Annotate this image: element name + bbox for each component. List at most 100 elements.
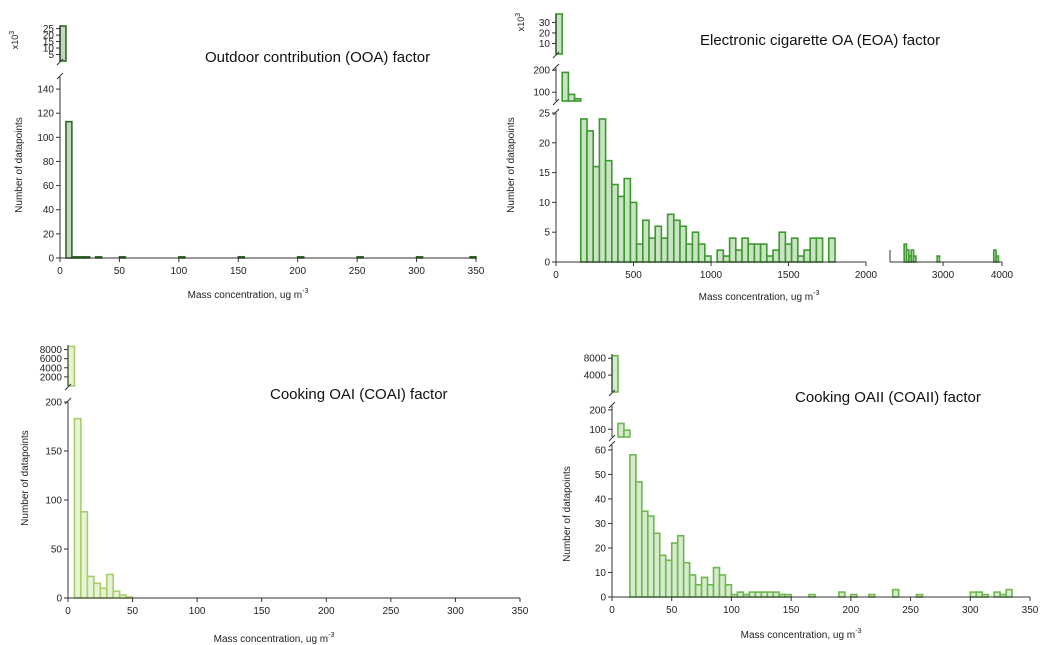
bar [80, 510, 89, 599]
y-tick-label: 5 [544, 228, 550, 239]
bar [641, 510, 649, 598]
y-tick-label: 0 [600, 593, 606, 604]
bar [555, 13, 563, 55]
bar-right [912, 255, 917, 263]
axis-break-mark [56, 58, 64, 66]
bar [598, 118, 607, 263]
bar [706, 583, 715, 598]
y-tick-label: 120 [37, 109, 54, 120]
y-tick-label: 200 [533, 66, 550, 77]
y-tick-label: 40 [595, 494, 607, 505]
x-tick-label: 0 [65, 606, 71, 617]
x-tick-label: 0 [553, 270, 559, 281]
y-tick-label: 25 [539, 109, 551, 120]
bar [682, 561, 691, 598]
x-tick-label: 1500 [777, 270, 800, 281]
y-tick-label: 5 [48, 50, 54, 61]
bar [679, 225, 687, 263]
bar [790, 237, 799, 263]
x-tick-label: 200 [289, 266, 306, 277]
y-axis-label: Number of datapoints [506, 117, 517, 213]
y-axis-label: Number of datapoints [14, 117, 25, 213]
bar [691, 231, 700, 263]
y-tick-label: 200 [45, 398, 62, 409]
scale-factor-label: x103 [515, 13, 526, 32]
x-tick-label: 2000 [855, 270, 878, 281]
bar [722, 255, 731, 263]
x-tick-label: 50 [127, 606, 139, 617]
y-tick-label: 2000 [40, 372, 63, 383]
y-tick-label: 100 [589, 425, 606, 436]
x-tick-label: 500 [625, 270, 642, 281]
bar [561, 71, 570, 102]
x-tick-label: 350 [1022, 605, 1039, 616]
bar [760, 591, 769, 598]
bar [93, 582, 102, 599]
bar [700, 576, 709, 598]
bar [586, 130, 594, 263]
x-tick-label: 300 [447, 606, 464, 617]
y-tick-label: 8000 [584, 354, 607, 365]
bar [617, 422, 625, 438]
x-tick-label: 1000 [700, 270, 723, 281]
bar [809, 237, 818, 263]
bar [623, 177, 632, 263]
y-tick-label: 15 [43, 37, 55, 48]
x-tick-label: 100 [189, 606, 206, 617]
y-tick-label: 30 [539, 18, 551, 29]
x-tick-label: 0 [609, 605, 615, 616]
bar [796, 255, 805, 263]
bar [65, 120, 73, 259]
bar [99, 587, 108, 599]
bar [641, 219, 650, 263]
x-tick-label: 100 [723, 605, 740, 616]
bar [728, 237, 737, 263]
y-tick-label: 20 [43, 229, 55, 240]
chart-title: Cooking OAII (COAII) factor [795, 389, 981, 406]
x-tick-label: 100 [171, 266, 188, 277]
x-tick-label: 0 [57, 266, 63, 277]
x-tick-label: 3000 [932, 270, 955, 281]
axis-break-mark [64, 397, 72, 405]
bar [611, 354, 619, 393]
bar [759, 243, 768, 263]
bar [666, 213, 675, 263]
bar [736, 591, 745, 598]
bar [670, 542, 679, 598]
bar [629, 201, 638, 263]
bar [993, 591, 1001, 598]
bar [672, 219, 681, 263]
chart-panel-eoa: Electronic cigarette OA (EOA) factor Numb… [506, 13, 1014, 303]
y-tick-label: 100 [45, 496, 62, 507]
y-tick-label: 140 [37, 85, 54, 96]
chart-title: Cooking OAI (COAI) factor [270, 386, 448, 403]
x-axis-label: Mass concentration, ug m-3 [699, 290, 820, 303]
y-tick-label: 15 [539, 168, 551, 179]
bar [623, 429, 631, 438]
bar [784, 243, 793, 263]
bar [1005, 588, 1013, 598]
bar [86, 575, 95, 599]
bar [697, 243, 706, 263]
bar [648, 237, 656, 263]
y-tick-label: 0 [48, 254, 54, 265]
axis-break-mark [608, 440, 616, 448]
y-tick-label: 10 [539, 198, 551, 209]
x-tick-label: 350 [468, 266, 485, 277]
chart-panel-coai: Cooking OAI (COAI) factor Number of datap… [20, 345, 529, 645]
x-tick-label: 300 [408, 266, 425, 277]
x-tick-label: 200 [318, 606, 335, 617]
axis-break-mark [552, 98, 560, 106]
bar [567, 93, 576, 102]
y-tick-label: 25 [43, 24, 55, 35]
bar-right [995, 255, 1000, 263]
scale-factor-label: x103 [9, 31, 20, 50]
bar [629, 454, 637, 598]
bar [573, 98, 582, 102]
bar [694, 583, 703, 598]
bar [67, 345, 76, 387]
chart-panel-coaii: Cooking OAII (COAII) factor Number of dat… [562, 354, 1039, 641]
chart-panel-ooa: Outdoor contribution (OOA) factor Number … [9, 24, 485, 301]
bar [827, 237, 836, 263]
